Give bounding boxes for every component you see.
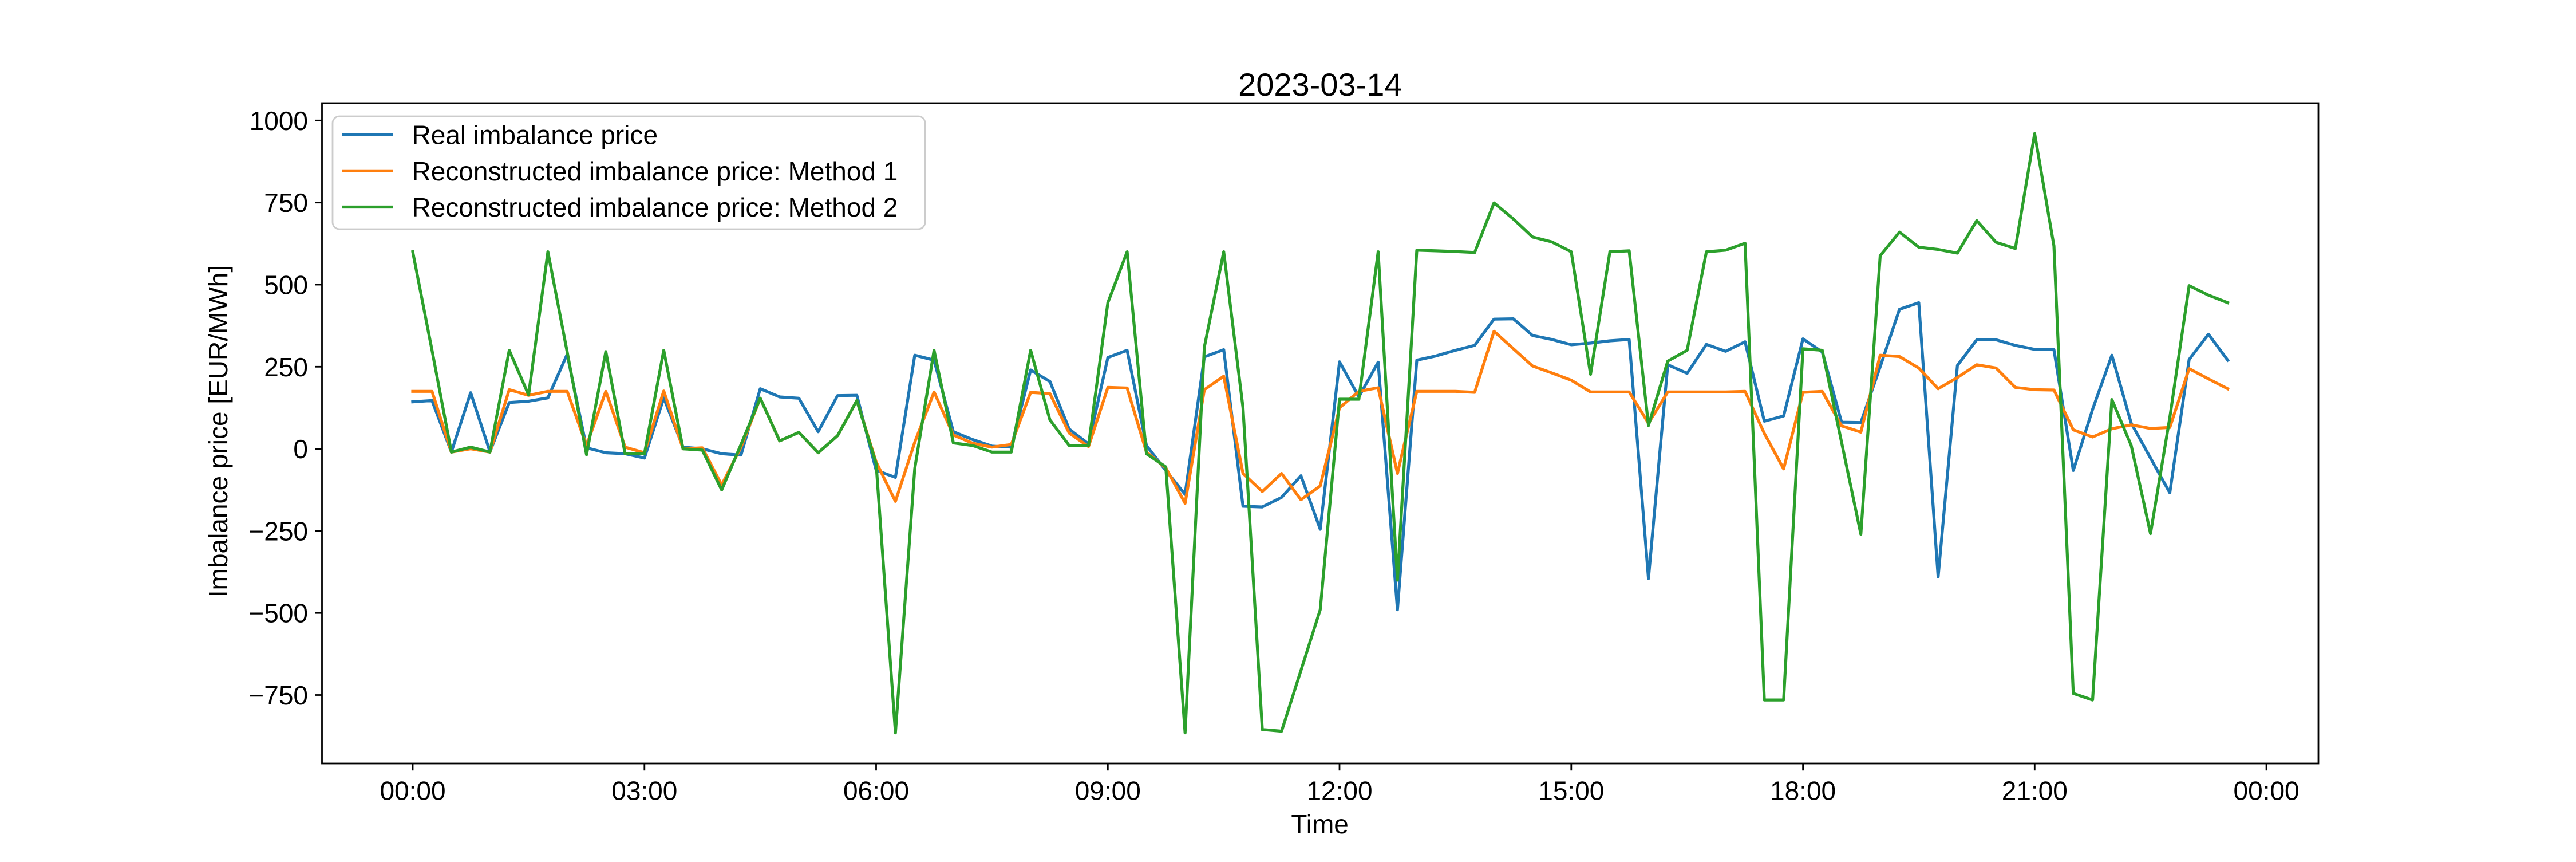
svg-text:0: 0	[293, 434, 308, 464]
svg-text:Reconstructed imbalance price:: Reconstructed imbalance price: Method 1	[412, 156, 898, 186]
svg-text:06:00: 06:00	[843, 776, 909, 806]
svg-text:15:00: 15:00	[1538, 776, 1604, 806]
svg-text:2023-03-14: 2023-03-14	[1238, 66, 1402, 103]
svg-text:750: 750	[264, 188, 308, 218]
svg-text:09:00: 09:00	[1075, 776, 1141, 806]
svg-text:−250: −250	[248, 516, 308, 546]
svg-text:00:00: 00:00	[380, 776, 445, 806]
svg-text:Real imbalance price: Real imbalance price	[412, 120, 658, 150]
svg-text:500: 500	[264, 270, 308, 300]
svg-text:−750: −750	[248, 680, 308, 710]
svg-text:Time: Time	[1291, 809, 1349, 839]
svg-text:Imbalance price [EUR/MWh]: Imbalance price [EUR/MWh]	[203, 265, 233, 597]
svg-text:250: 250	[264, 352, 308, 382]
svg-text:12:00: 12:00	[1306, 776, 1372, 806]
svg-text:21:00: 21:00	[2002, 776, 2068, 806]
svg-text:1000: 1000	[250, 106, 308, 136]
svg-text:00:00: 00:00	[2234, 776, 2300, 806]
svg-text:03:00: 03:00	[611, 776, 677, 806]
svg-text:−500: −500	[248, 599, 308, 628]
svg-text:Reconstructed imbalance price:: Reconstructed imbalance price: Method 2	[412, 192, 898, 222]
svg-text:18:00: 18:00	[1770, 776, 1836, 806]
